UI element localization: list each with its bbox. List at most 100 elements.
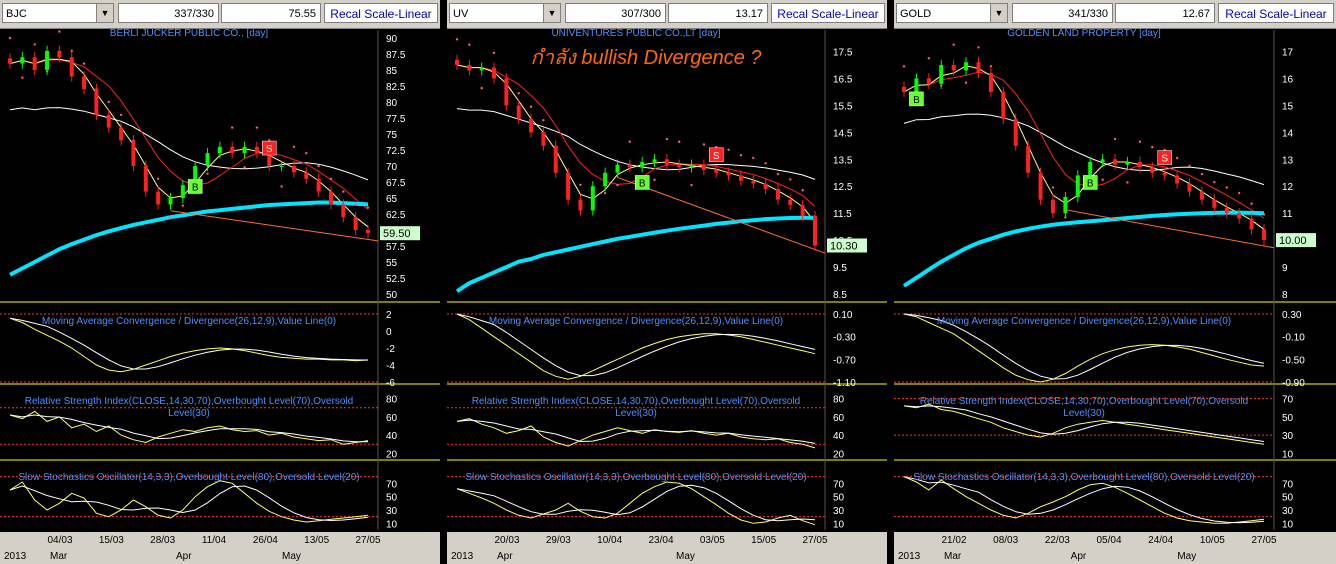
candle-body[interactable] bbox=[131, 140, 136, 166]
candle-body[interactable] bbox=[69, 57, 74, 77]
candle-body[interactable] bbox=[566, 172, 571, 200]
candle-body[interactable] bbox=[788, 199, 793, 206]
candle-body[interactable] bbox=[578, 199, 583, 211]
candle-body[interactable] bbox=[951, 64, 956, 71]
candle-body[interactable] bbox=[1150, 167, 1155, 173]
candle-body[interactable] bbox=[813, 215, 817, 246]
candle-body[interactable] bbox=[516, 105, 521, 119]
symbol-select[interactable]: GOLD ▼ bbox=[896, 3, 1008, 23]
candle-body[interactable] bbox=[205, 153, 210, 166]
candle-body[interactable] bbox=[267, 153, 272, 166]
candle-body[interactable] bbox=[1262, 229, 1266, 241]
candle-body[interactable] bbox=[714, 170, 719, 173]
candle-body[interactable] bbox=[664, 159, 669, 165]
candle-body[interactable] bbox=[193, 166, 198, 186]
candle-body[interactable] bbox=[640, 161, 645, 168]
candle-body[interactable] bbox=[467, 64, 472, 71]
candle-body[interactable] bbox=[1001, 91, 1006, 119]
candle-body[interactable] bbox=[57, 50, 62, 58]
candle-body[interactable] bbox=[1137, 161, 1142, 168]
candle-body[interactable] bbox=[45, 50, 50, 70]
symbol-select[interactable]: BJC ▼ bbox=[2, 3, 114, 23]
candle-body[interactable] bbox=[800, 205, 805, 216]
candle-body[interactable] bbox=[316, 178, 321, 192]
price-chart-svg[interactable]: 17 16 15 14 13 12 11 10 9 8 GOLDEN LAND PROPERTY [… bbox=[894, 28, 1336, 564]
candle-body[interactable] bbox=[1249, 218, 1254, 230]
candle-body[interactable] bbox=[1013, 118, 1018, 146]
sell-signal-badge[interactable]: S bbox=[1157, 150, 1172, 165]
candle-body[interactable] bbox=[455, 59, 459, 65]
sell-signal-badge[interactable]: S bbox=[708, 147, 724, 163]
candle-body[interactable] bbox=[242, 146, 247, 154]
price-chart-svg[interactable]: 17.516.515.514.513.512.511.510.59.58.5UN… bbox=[447, 28, 887, 564]
candle-body[interactable] bbox=[689, 164, 694, 168]
candle-body[interactable] bbox=[1199, 191, 1204, 200]
candle-body[interactable] bbox=[541, 132, 546, 146]
candle-body[interactable] bbox=[1125, 161, 1130, 165]
sell-signal-badge[interactable]: S bbox=[261, 140, 277, 156]
candle-body[interactable] bbox=[976, 62, 981, 74]
candle-body[interactable] bbox=[1038, 172, 1043, 200]
candle-body[interactable] bbox=[353, 217, 358, 230]
candle-body[interactable] bbox=[701, 164, 706, 171]
candle-body[interactable] bbox=[94, 89, 99, 115]
candle-body[interactable] bbox=[8, 58, 12, 64]
candle-body[interactable] bbox=[677, 164, 682, 168]
candle-body[interactable] bbox=[32, 57, 37, 70]
candle-body[interactable] bbox=[627, 164, 632, 168]
candle-body[interactable] bbox=[479, 67, 484, 71]
candle-body[interactable] bbox=[988, 73, 993, 92]
candle-body[interactable] bbox=[964, 62, 969, 71]
candle-body[interactable] bbox=[914, 78, 919, 92]
candle-body[interactable] bbox=[1224, 207, 1229, 214]
candle-body[interactable] bbox=[1113, 159, 1118, 165]
candle-body[interactable] bbox=[529, 118, 534, 133]
candle-body[interactable] bbox=[738, 175, 743, 181]
candle-body[interactable] bbox=[106, 114, 111, 128]
candle-body[interactable] bbox=[775, 188, 780, 200]
candle-body[interactable] bbox=[926, 78, 931, 84]
candle-body[interactable] bbox=[291, 166, 296, 173]
chevron-down-icon[interactable]: ▼ bbox=[990, 4, 1007, 22]
buy-signal-badge[interactable]: B bbox=[634, 175, 650, 190]
candle-body[interactable] bbox=[156, 191, 161, 205]
candle-body[interactable] bbox=[143, 166, 148, 192]
recal-scale-button[interactable]: Recal Scale-Linear bbox=[324, 3, 438, 23]
candle-body[interactable] bbox=[1162, 172, 1167, 176]
candle-body[interactable] bbox=[603, 172, 608, 187]
candle-body[interactable] bbox=[217, 146, 222, 154]
candle-body[interactable] bbox=[590, 186, 595, 211]
candle-body[interactable] bbox=[1212, 199, 1217, 208]
candle-body[interactable] bbox=[492, 67, 497, 79]
price-chart-svg[interactable]: 90 87.5 85 82.5 80 77.5 75 72.5 70 67.5 65 62.5 60 57… bbox=[0, 28, 440, 564]
buy-signal-badge[interactable]: B bbox=[1082, 175, 1098, 190]
candle-body[interactable] bbox=[902, 86, 906, 92]
candle-body[interactable] bbox=[751, 180, 756, 184]
candle-body[interactable] bbox=[82, 76, 87, 90]
symbol-select[interactable]: UV ▼ bbox=[449, 3, 561, 23]
candle-body[interactable] bbox=[1100, 159, 1105, 162]
candle-body[interactable] bbox=[726, 172, 731, 176]
candle-body[interactable] bbox=[1187, 183, 1192, 192]
buy-signal-badge[interactable]: B bbox=[187, 179, 203, 194]
candle-body[interactable] bbox=[1175, 175, 1180, 184]
recal-scale-button[interactable]: Recal Scale-Linear bbox=[771, 3, 885, 23]
candle-body[interactable] bbox=[119, 127, 124, 141]
candle-body[interactable] bbox=[763, 183, 768, 189]
buy-signal-badge[interactable]: B bbox=[909, 91, 924, 107]
candle-body[interactable] bbox=[553, 145, 558, 173]
candle-body[interactable] bbox=[366, 230, 370, 234]
candle-body[interactable] bbox=[615, 164, 620, 173]
candle-body[interactable] bbox=[1075, 175, 1080, 197]
candle-body[interactable] bbox=[180, 185, 185, 198]
recal-scale-button[interactable]: Recal Scale-Linear bbox=[1218, 3, 1334, 23]
candle-body[interactable] bbox=[1050, 199, 1055, 214]
candle-body[interactable] bbox=[168, 198, 173, 205]
candle-body[interactable] bbox=[1026, 145, 1031, 173]
candle-body[interactable] bbox=[1088, 161, 1093, 176]
candle-body[interactable] bbox=[279, 166, 284, 167]
candle-body[interactable] bbox=[939, 64, 944, 84]
candle-body[interactable] bbox=[1237, 213, 1242, 219]
chevron-down-icon[interactable]: ▼ bbox=[96, 4, 113, 22]
candle-body[interactable] bbox=[254, 146, 259, 154]
